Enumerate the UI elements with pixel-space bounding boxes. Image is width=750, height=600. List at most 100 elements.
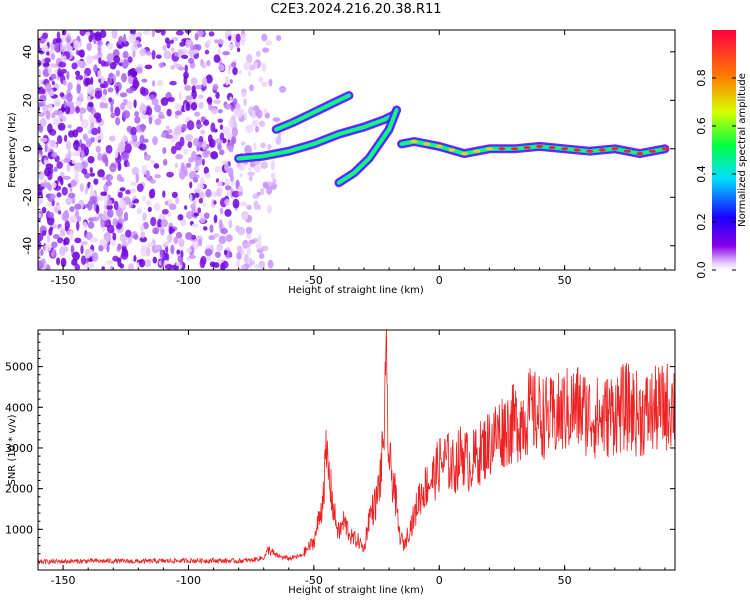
heatmap-cell: [49, 91, 55, 97]
heatmap-cell: [213, 214, 218, 224]
heatmap-cell: [181, 54, 189, 59]
heatmap-cell: [260, 142, 266, 149]
heatmap-cell: [214, 39, 219, 44]
heatmap-cell: [189, 193, 193, 203]
heatmap-cell: [46, 215, 55, 226]
heatmap-cell: [197, 30, 205, 37]
heatmap-cell: [257, 234, 262, 243]
heatmap-cell: [210, 122, 216, 133]
heatmap-cell: [96, 116, 102, 123]
heatmap-cell: [64, 225, 69, 232]
heatmap-cell: [52, 117, 60, 126]
heatmap-cell: [162, 158, 168, 166]
heatmap-cell: [90, 236, 98, 243]
heatmap-cell: [202, 226, 208, 231]
heatmap-cell: [94, 31, 102, 42]
heatmap-cell: [196, 123, 203, 128]
heatmap-cell: [121, 249, 129, 260]
heatmap-cell: [130, 188, 136, 194]
heatmap-cell: [243, 253, 249, 264]
heatmap-cell: [41, 258, 46, 264]
heatmap-cell: [98, 244, 104, 252]
heatmap-cell: [160, 30, 166, 36]
heatmap-cell: [186, 162, 192, 168]
heatmap-cell: [177, 66, 185, 71]
heatmap-cell: [70, 216, 75, 224]
heatmap-cell: [192, 49, 199, 54]
heatmap-cell: [124, 143, 132, 154]
heatmap-cell: [78, 92, 84, 101]
heatmap-cell: [191, 207, 196, 214]
heatmap-cell: [130, 181, 137, 187]
heatmap-cell: [58, 61, 67, 68]
heatmap-cell: [162, 190, 166, 198]
heatmap-cell: [205, 74, 213, 84]
colorbar-ticks: 0.0 0.2 0.4 0.6 0.8: [695, 69, 736, 279]
heatmap-cell: [120, 72, 127, 83]
heatmap-cell: [136, 43, 143, 48]
heatmap-cell: [91, 251, 99, 262]
heatmap-peak: [623, 149, 631, 153]
heatmap-cell: [38, 59, 42, 67]
heatmap-cell: [268, 78, 273, 87]
colorbar-tick-label: 0.6: [695, 117, 708, 135]
heatmap-cell: [229, 96, 233, 102]
heatmap-cell: [67, 82, 73, 91]
snr-x-tick-label: -150: [51, 574, 76, 587]
heatmap-cell: [193, 212, 200, 217]
heatmap-cell: [258, 120, 266, 127]
heatmap-cell: [64, 104, 71, 115]
heatmap-cell: [184, 205, 188, 210]
heatmap-cell: [213, 200, 217, 205]
heatmap-cell: [100, 191, 107, 196]
heatmap-cell: [249, 84, 255, 92]
heatmap-cell: [240, 36, 246, 43]
heatmap-cell: [87, 85, 95, 91]
colorbar-tick-label: 0.2: [695, 213, 708, 231]
heatmap-cell: [79, 182, 85, 193]
heatmap-cell: [80, 255, 87, 265]
heatmap-cell: [232, 66, 238, 76]
heatmap-cell: [143, 259, 152, 267]
heatmap-cell: [132, 140, 141, 148]
colorbar-tick-label: 0.4: [695, 165, 708, 183]
heatmap-cell: [188, 254, 196, 259]
heatmap-cell: [218, 235, 226, 245]
heatmap-cell: [165, 134, 173, 139]
heatmap-cell: [135, 66, 143, 73]
heatmap-cell: [102, 176, 106, 181]
heatmap-cell: [213, 233, 220, 238]
heatmap-cell: [97, 126, 101, 134]
heatmap-cell: [128, 201, 133, 209]
heatmap-cell: [84, 263, 92, 269]
heatmap-cell: [70, 244, 74, 255]
heatmap-cell: [191, 150, 197, 161]
heatmap-cell: [218, 63, 225, 72]
heatmap-peak: [423, 142, 431, 146]
heatmap-cell: [247, 171, 256, 176]
heatmap-cell: [190, 102, 198, 111]
heatmap-cell: [186, 39, 193, 45]
heatmap-cell: [56, 135, 63, 145]
heatmap-cell: [76, 221, 80, 231]
heatmap-cell: [95, 145, 101, 153]
heatmap-cell: [153, 202, 161, 212]
heatmap-cell: [214, 251, 221, 258]
heatmap-peak: [648, 149, 656, 153]
heatmap-cell: [117, 257, 122, 267]
heatmap-cell: [164, 263, 173, 270]
heatmap-cell: [57, 175, 63, 182]
heatmap-cell: [113, 55, 121, 64]
heatmap-cell: [243, 62, 251, 71]
heatmap-cell: [49, 193, 56, 200]
heatmap-cell: [246, 204, 251, 211]
heatmap-cell: [125, 229, 132, 238]
heatmap-cell: [106, 42, 114, 50]
colorbar: 0.0 0.2 0.4 0.6 0.8 Normalized spectral ampl…: [695, 30, 748, 279]
spectrogram-y-tick-label: 40: [21, 45, 34, 59]
heatmap-cell: [65, 197, 72, 206]
heatmap-cell: [202, 202, 206, 207]
heatmap-cell: [63, 134, 68, 143]
heatmap-cell: [169, 228, 175, 233]
heatmap-cell: [210, 151, 219, 160]
